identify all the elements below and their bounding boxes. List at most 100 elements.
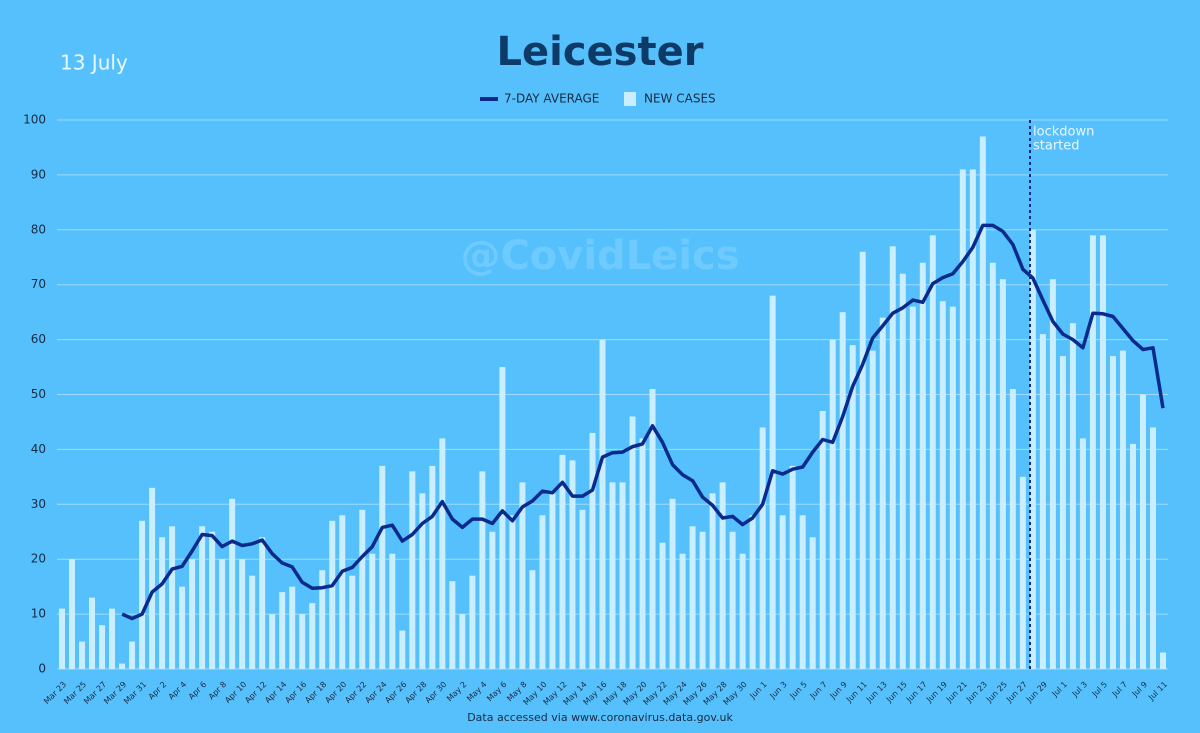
bar [139,520,146,669]
bar [709,493,716,669]
annotation: started [1033,139,1080,154]
x-tick-label: Apr 4 [167,680,189,702]
bar [819,410,826,669]
bar [489,531,496,669]
x-tick-label: Jun 13 [864,680,889,705]
bar [99,625,106,669]
bar [349,575,356,669]
bar [469,575,476,669]
bar [1129,443,1136,669]
bar [219,559,226,669]
bar [619,482,626,669]
bar [959,169,966,669]
bar [1099,235,1106,670]
bar [399,630,406,669]
bar [629,416,636,669]
x-tick-label: Apr 30 [423,680,448,705]
x-tick-label: May 4 [465,680,488,703]
bar [649,389,656,669]
x-tick-label: Jun 25 [984,680,1009,705]
bar [1079,438,1086,669]
bar [869,350,876,669]
y-tick-label: 50 [31,387,46,401]
bar [1149,427,1156,669]
bar [1119,350,1126,669]
bar [559,454,566,669]
bar [479,471,486,669]
x-tick-label: Jul 1 [1050,680,1069,699]
y-tick-label: 20 [31,552,46,566]
x-tick-label: Jun 17 [904,680,929,705]
bar [769,295,776,669]
watermark: @CovidLeics [460,233,739,279]
bar [439,438,446,669]
x-tick-label: Jun 19 [924,680,949,705]
bar [529,570,536,669]
bar [699,531,706,669]
bar [209,531,216,669]
bar [429,465,436,669]
x-tick-label: Jul 7 [1110,680,1129,699]
bar [849,345,856,669]
bar [169,526,176,669]
bar [789,465,796,669]
bar [579,509,586,669]
y-tick-label: 80 [31,222,46,236]
x-tick-label: Jun 11 [844,680,869,705]
bar [909,306,916,669]
bar [919,262,926,669]
bar [839,312,846,669]
bar [409,471,416,669]
legend: 7-DAY AVERAGE NEW CASES [480,92,716,106]
bar [899,273,906,669]
x-tick-label: May 6 [485,680,508,703]
x-tick-label: May 2 [445,680,468,703]
bar [639,438,646,669]
bar [379,465,386,669]
bar [119,663,126,669]
bar [319,570,326,669]
bar [589,432,596,669]
x-tick-label: Jul 5 [1090,680,1109,699]
bar [749,515,756,669]
bar [259,537,266,669]
x-tick-label: Jun 1 [748,680,769,701]
bar [359,509,366,669]
bar [1069,323,1076,669]
bar [329,520,336,669]
legend-swatch [624,92,636,106]
bar [799,515,806,669]
bar [999,279,1006,669]
bar [189,559,196,669]
bar [269,614,276,669]
chart-title: Leicester [497,29,704,75]
bar [419,493,426,669]
bar [599,339,606,669]
bar [1049,279,1056,669]
x-tick-label: Jul 3 [1070,680,1089,699]
x-tick-label: Jun 27 [1004,680,1029,705]
bar [369,553,376,669]
bar [389,553,396,669]
x-tick-label: Jun 21 [944,680,969,705]
y-tick-label: 100 [23,113,46,127]
x-tick-label: Mar 31 [122,680,148,706]
bar [1019,476,1026,669]
bar [289,586,296,669]
bar [539,515,546,669]
bar [509,515,516,669]
bar [739,553,746,669]
bar [149,487,156,669]
bar [69,559,76,669]
x-tick-label: Jun 7 [808,680,829,701]
bar [779,515,786,669]
bar [1109,356,1116,669]
bar [159,537,166,669]
bar [679,553,686,669]
bar [449,581,456,669]
bar [889,246,896,669]
bar [499,367,506,669]
bar [249,575,256,669]
bar [809,537,816,669]
